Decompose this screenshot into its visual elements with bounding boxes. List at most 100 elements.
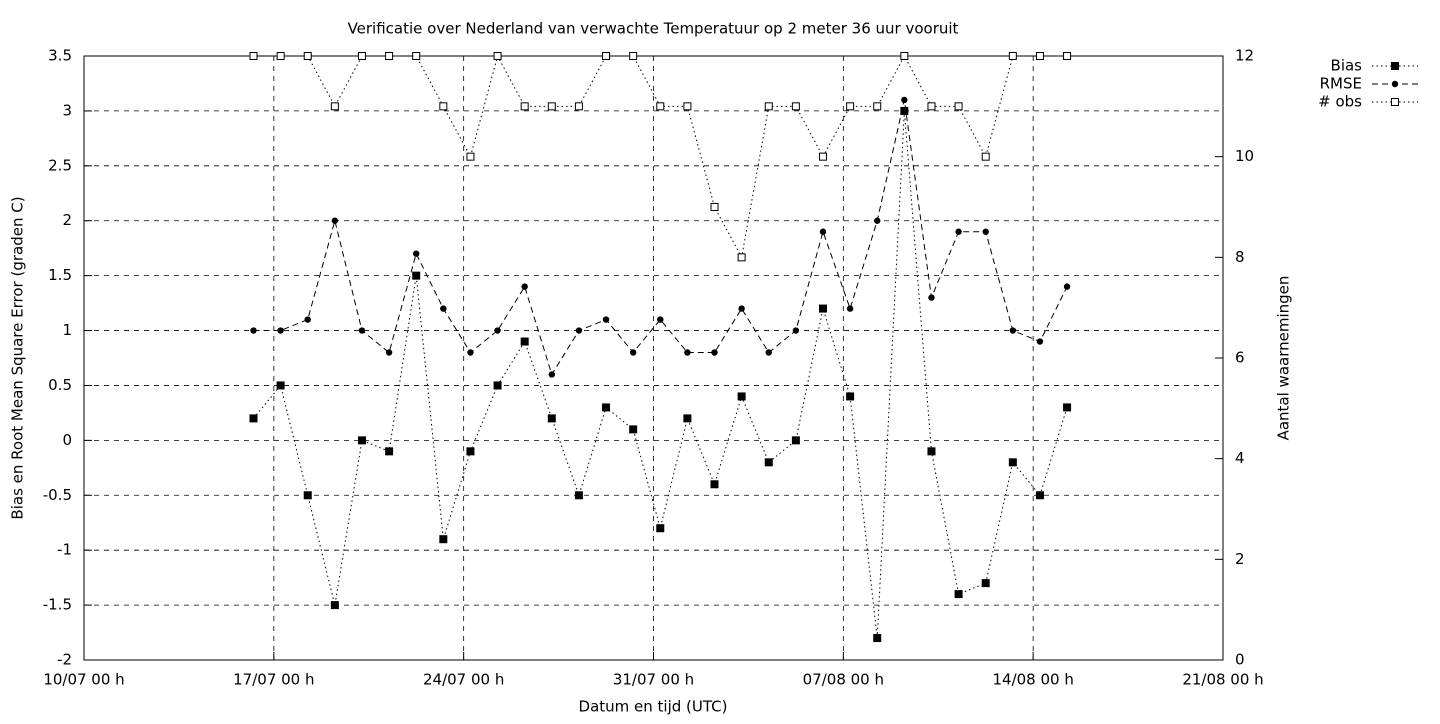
- point: [710, 203, 719, 211]
- y-tick-label: 1: [62, 321, 72, 339]
- point: [738, 305, 745, 312]
- x-tick-label: 21/08 00 h: [1182, 671, 1263, 689]
- point: [249, 52, 258, 60]
- y-tick-label: -1.5: [43, 596, 72, 614]
- point: [574, 491, 583, 500]
- x-tick-label: 07/08 00 h: [803, 671, 884, 689]
- point: [1063, 283, 1071, 290]
- point: [927, 102, 936, 111]
- point: [602, 52, 611, 60]
- point: [737, 253, 746, 262]
- point: [413, 250, 420, 257]
- x-tick-label: 17/07 00 h: [233, 671, 314, 689]
- point: [981, 152, 990, 161]
- point: [249, 414, 258, 423]
- point: [954, 590, 963, 599]
- point: [575, 327, 583, 334]
- point: [629, 52, 638, 60]
- point: [629, 349, 637, 356]
- point: [873, 102, 882, 111]
- point: [412, 271, 421, 280]
- point: [683, 414, 692, 423]
- point: [764, 102, 773, 111]
- y-tick-label: 1.5: [48, 266, 72, 284]
- series-line: [253, 99, 1068, 376]
- point: [874, 217, 881, 224]
- point: [818, 304, 827, 313]
- point: [1036, 338, 1044, 345]
- point: [818, 152, 827, 161]
- point: [467, 349, 474, 356]
- y-tick-label: -1: [57, 541, 72, 559]
- y2-tick-label: 10: [1235, 147, 1254, 165]
- point: [276, 381, 285, 390]
- point: [737, 392, 746, 401]
- point: [358, 327, 366, 334]
- point: [520, 337, 529, 346]
- point: [602, 316, 610, 323]
- point: [303, 52, 312, 60]
- y-tick-label: 2: [62, 211, 72, 229]
- point: [629, 425, 638, 434]
- point: [982, 228, 989, 235]
- point: [494, 327, 501, 334]
- point: [466, 447, 475, 456]
- point: [330, 601, 339, 610]
- point: [846, 102, 855, 111]
- chart-title: Verificatie over Nederland van verwachte…: [348, 20, 959, 38]
- point: [981, 579, 990, 588]
- y2-tick-label: 12: [1235, 47, 1254, 65]
- point: [276, 52, 285, 60]
- point: [602, 403, 611, 412]
- point: [439, 102, 448, 111]
- legend-label: Bias: [1331, 57, 1363, 75]
- point: [1063, 403, 1072, 412]
- point: [656, 524, 665, 533]
- y-tick-label: 3: [62, 101, 72, 119]
- point: [493, 381, 502, 390]
- point: [1008, 52, 1017, 60]
- point: [385, 349, 393, 356]
- legend-marker: [1391, 98, 1399, 106]
- point: [955, 228, 962, 235]
- y2-tick-label: 6: [1235, 349, 1245, 367]
- point: [331, 217, 339, 224]
- legend-label: # obs: [1318, 93, 1362, 111]
- y2-tick-label: 4: [1235, 449, 1245, 467]
- point: [657, 316, 664, 323]
- series-line: [253, 110, 1068, 639]
- x-tick-label: 14/08 00 h: [992, 671, 1073, 689]
- point: [846, 392, 855, 401]
- point: [357, 52, 366, 60]
- point: [711, 349, 718, 356]
- point: [928, 294, 935, 301]
- y-tick-label: -2: [57, 651, 72, 669]
- point: [791, 436, 800, 445]
- point: [1063, 52, 1072, 60]
- x-tick-label: 31/07 00 h: [613, 671, 694, 689]
- y-tick-label: -0.5: [43, 486, 72, 504]
- x-axis-label: Datum en tijd (UTC): [579, 698, 728, 716]
- legend-marker: [1391, 62, 1399, 70]
- point: [900, 52, 909, 60]
- point: [927, 447, 936, 456]
- point: [385, 52, 394, 60]
- point: [547, 414, 556, 423]
- point: [791, 102, 800, 111]
- point: [656, 102, 665, 111]
- y2-axis-label: Aantal waarnemingen: [1275, 276, 1293, 441]
- legend-label: RMSE: [1320, 75, 1362, 93]
- point: [493, 52, 502, 60]
- x-tick-label: 24/07 00 h: [423, 671, 504, 689]
- series-line: [253, 54, 1068, 259]
- point: [954, 102, 963, 111]
- point: [764, 458, 773, 467]
- point: [846, 305, 854, 312]
- y-axis-label: Bias en Root Mean Square Error (graden C…: [9, 196, 27, 519]
- point: [900, 106, 909, 115]
- point: [901, 96, 908, 104]
- point: [574, 102, 583, 111]
- point: [439, 535, 448, 544]
